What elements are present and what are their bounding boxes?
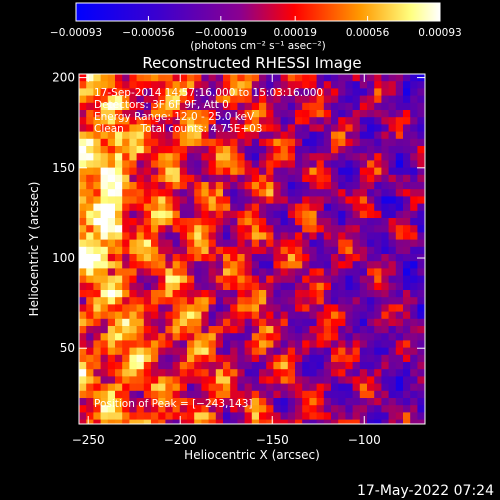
annotation-time: 17-Sep-2014 14:57:16.000 to 15:03:16.000 [94, 87, 323, 99]
x-tick-label: −150 [256, 433, 289, 447]
y-tick-label: 200 [52, 71, 75, 85]
x-tick-label: −100 [348, 433, 381, 447]
annotation-energy: Energy Range: 12.0 - 25.0 keV [94, 111, 255, 123]
y-axis-ticks: 50 100 150 200 [52, 71, 425, 355]
x-axis-label: Heliocentric X (arcsec) [184, 448, 320, 462]
colorbar-tick-label: −0.00019 [195, 27, 247, 39]
colorbar-tick-label: −0.00093 [50, 27, 102, 39]
colorbar-ticks: −0.00093 −0.00056 −0.00019 0.00019 0.00056 0.… [50, 16, 462, 39]
footer-date: 17-May-2022 07:24 [357, 483, 494, 499]
x-tick-label: −250 [72, 433, 105, 447]
heatmap-cells [79, 74, 425, 424]
plot-frame [78, 73, 426, 425]
colorbar [75, 2, 441, 22]
annotation-detectors: Detectors: 3F 6F 9F, Att 0 [94, 99, 229, 111]
colorbar-tick-label: 0.00093 [418, 27, 461, 39]
annotation-counts: Clean Total counts: 4.75E+03 [94, 123, 263, 135]
x-axis-ticks: −250 −200 −150 −100 [72, 74, 381, 447]
y-axis-label: Heliocentric Y (arcsec) [27, 182, 41, 317]
y-tick-label: 150 [52, 161, 75, 175]
colorbar-tick-label: −0.00056 [122, 27, 175, 39]
colorbar-tick-label: 0.00056 [346, 27, 390, 39]
chart-title: Reconstructed RHESSI Image [142, 54, 361, 72]
colorbar-tick-label: 0.00019 [273, 27, 316, 39]
y-tick-label: 50 [60, 341, 75, 355]
y-tick-label: 100 [52, 251, 75, 265]
x-tick-label: −200 [164, 433, 197, 447]
colorbar-unit-label: (photons cm⁻² s⁻¹ asec⁻²) [190, 40, 325, 52]
peak-position-label: Position of Peak = [−243,143] [94, 398, 253, 410]
